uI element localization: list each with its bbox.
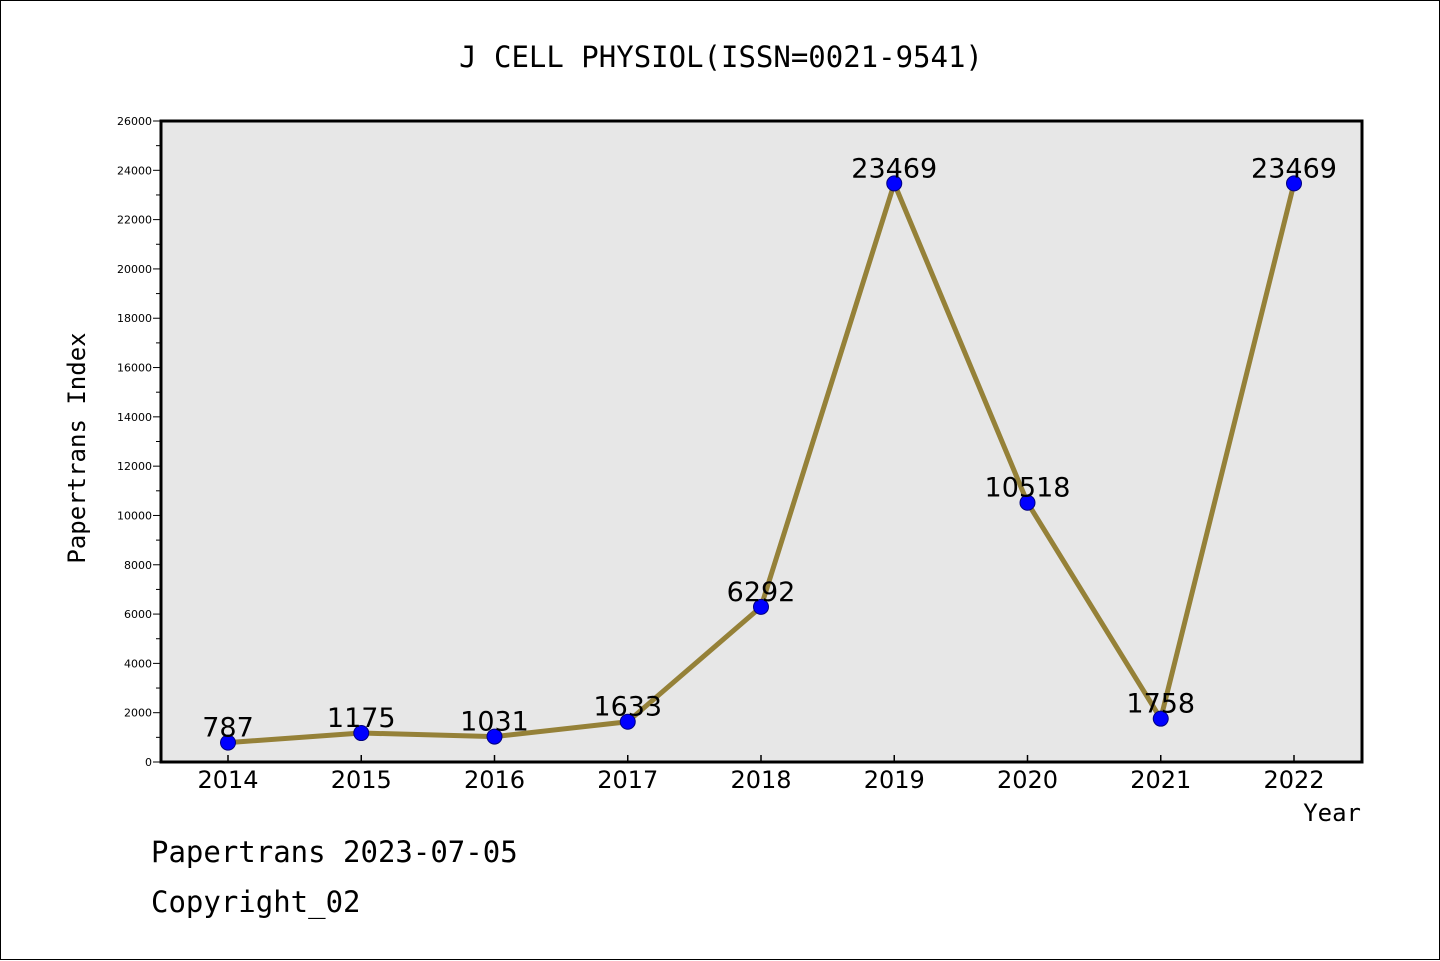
data-points (220, 175, 1302, 751)
data-label: 23469 (1251, 153, 1337, 184)
data-label: 1758 (1126, 689, 1195, 720)
copyright-text: Copyright_02 (151, 885, 361, 919)
x-axis-label: Year (1303, 799, 1361, 827)
y-tick-label: 12000 (117, 460, 152, 473)
data-label: 10518 (985, 473, 1071, 504)
chart-title: J CELL PHYSIOL(ISSN=0021-9541) (459, 40, 983, 74)
y-tick-label: 6000 (124, 608, 152, 621)
x-tick-label: 2019 (864, 766, 925, 794)
data-labels: 787 1175 1031 1633 6292 23469 10518 1758 23469 (202, 153, 1337, 743)
data-point (220, 734, 236, 751)
data-label: 1031 (460, 707, 529, 738)
y-tick-label: 22000 (117, 214, 152, 227)
y-tick-label: 8000 (124, 559, 152, 572)
y-tick-label: 2000 (124, 707, 152, 720)
data-point (486, 728, 503, 745)
x-tick-label: 2015 (331, 766, 392, 794)
y-tick-label: 14000 (117, 411, 152, 424)
data-label: 6292 (727, 577, 796, 608)
x-tick-label: 2017 (597, 766, 658, 794)
y-axis-ticks: 0 2000 4000 6000 8000 10000 12000 14000 16000 180… (117, 115, 161, 769)
x-tick-label: 2016 (464, 766, 525, 794)
data-point (1152, 710, 1169, 727)
y-tick-label: 0 (145, 756, 152, 769)
source-date-text: Papertrans 2023-07-05 (151, 835, 518, 869)
data-point (886, 175, 903, 192)
x-tick-label: 2021 (1130, 766, 1191, 794)
y-tick-label: 18000 (117, 312, 152, 325)
x-tick-label: 2014 (197, 766, 258, 794)
x-axis-ticks: 2014 2015 2016 2017 2018 2019 2020 2021 2022 (197, 755, 1325, 794)
x-tick-label: 2018 (730, 766, 791, 794)
plot-area (161, 121, 1362, 762)
y-axis-label: Papertrans Index (63, 332, 91, 563)
y-tick-label: 26000 (117, 115, 152, 128)
data-label: 1175 (327, 703, 396, 734)
y-tick-label: 4000 (124, 657, 152, 670)
x-tick-label: 2022 (1263, 766, 1324, 794)
x-tick-label: 2020 (997, 766, 1058, 794)
data-label: 1633 (593, 692, 662, 723)
plot-border (159, 119, 1364, 764)
data-label: 23469 (851, 153, 937, 184)
data-point (619, 713, 636, 730)
data-point (1286, 175, 1302, 192)
y-tick-label: 16000 (117, 362, 152, 375)
y-tick-label: 24000 (117, 164, 152, 177)
y-tick-label: 10000 (117, 509, 152, 522)
data-point (353, 725, 370, 742)
data-label: 787 (202, 713, 254, 744)
data-point (753, 598, 769, 615)
y-tick-label: 20000 (117, 263, 152, 276)
data-point (1019, 494, 1036, 511)
